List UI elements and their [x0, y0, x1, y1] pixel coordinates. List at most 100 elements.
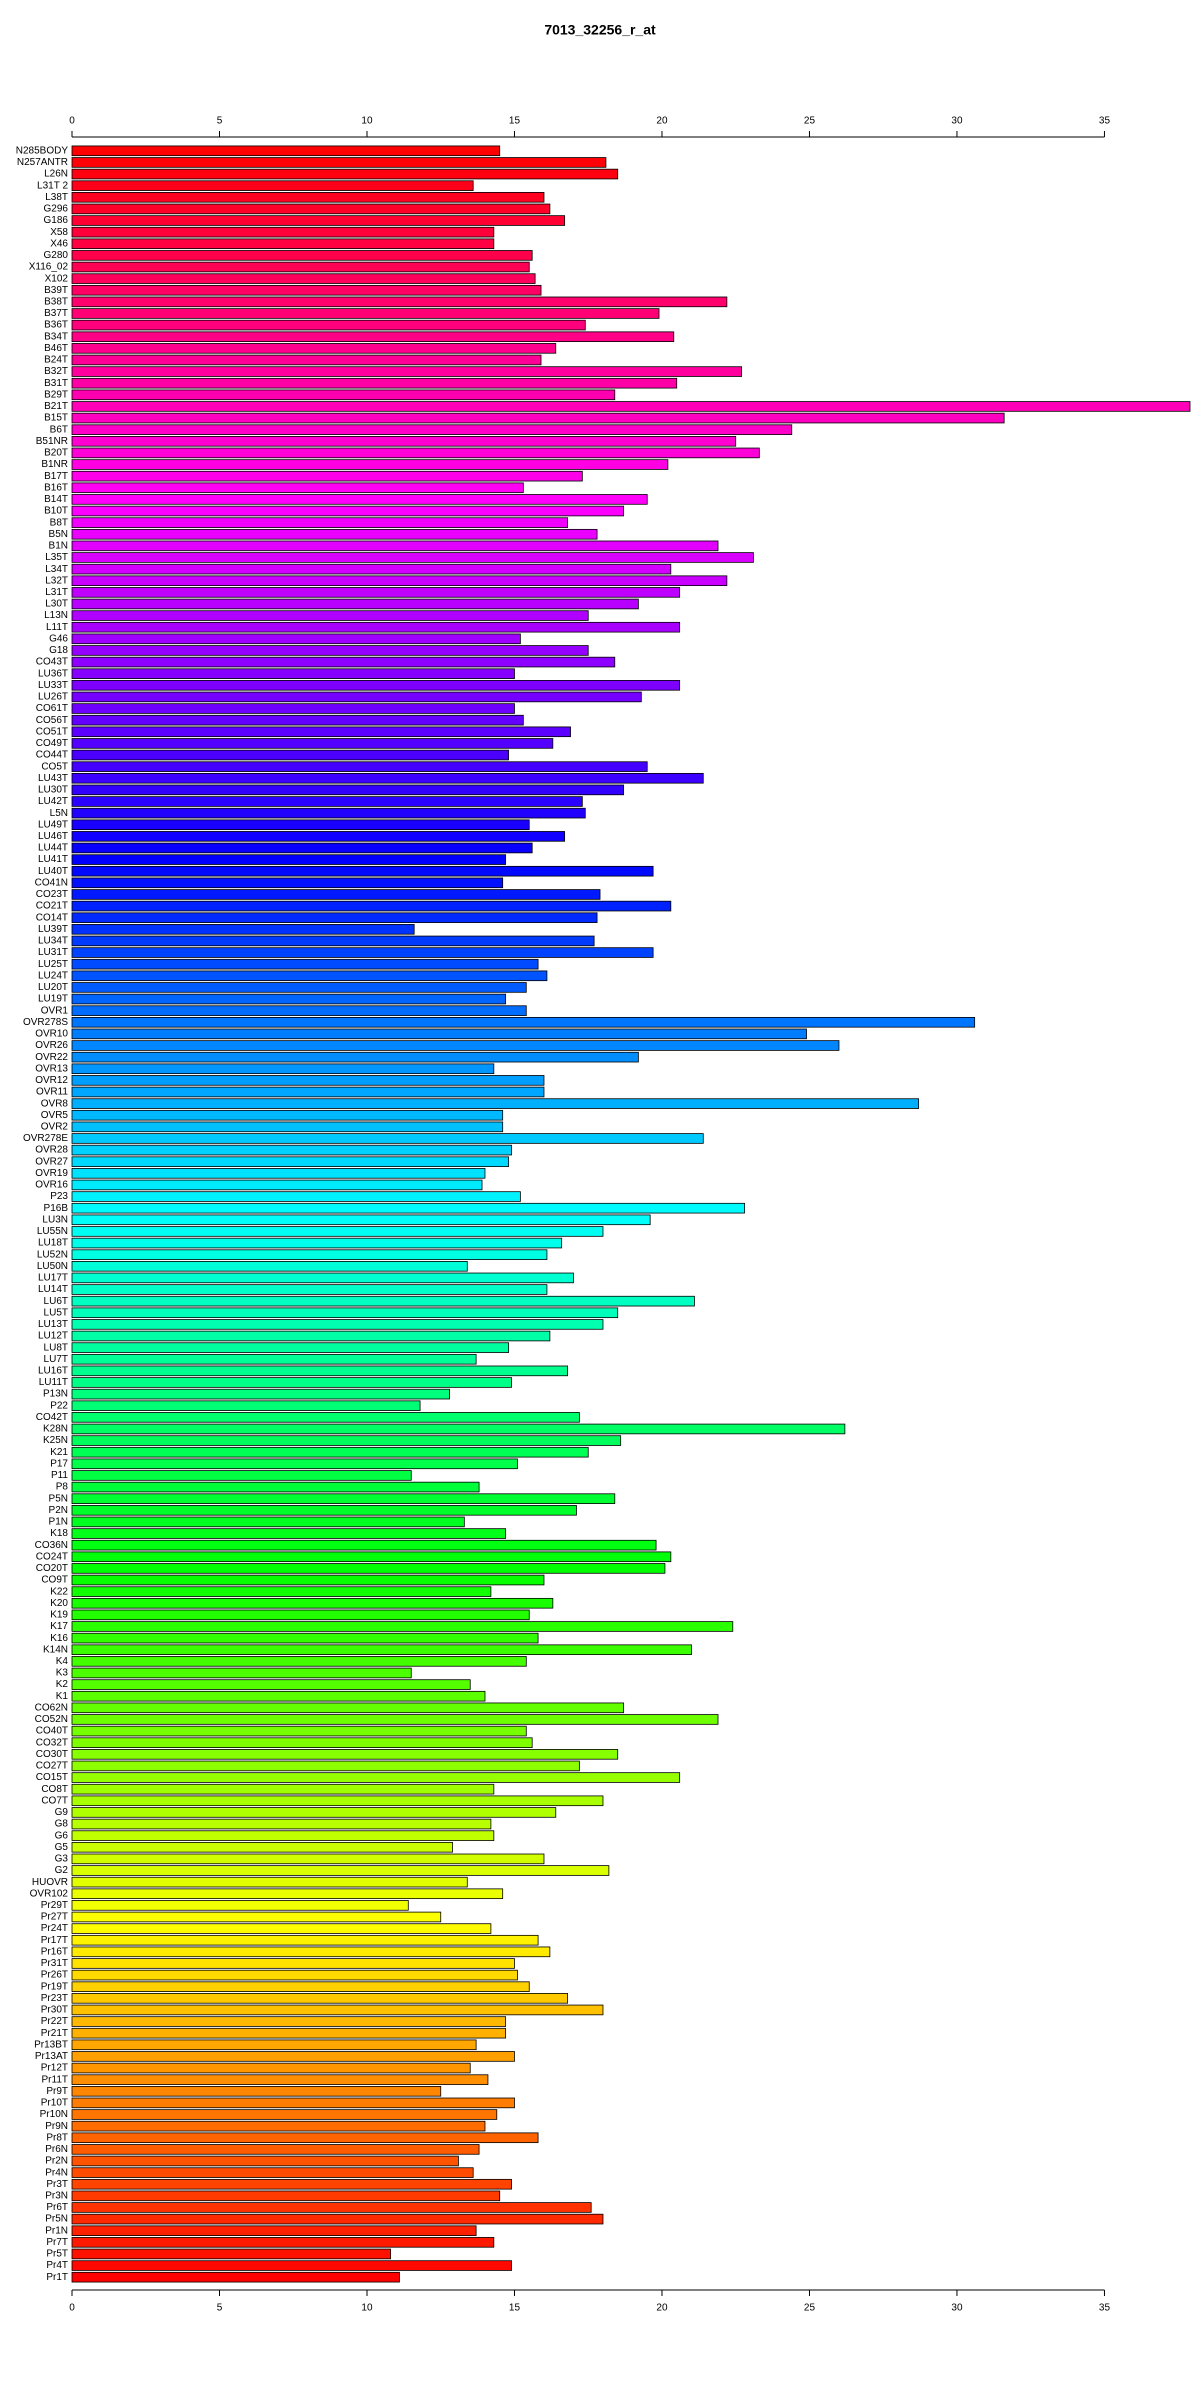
bar — [71, 1586, 492, 1597]
y-tick-label: OVR1 — [41, 1005, 69, 1016]
y-tick-label: Pr6N — [45, 2144, 68, 2155]
y-tick-label: OVR16 — [35, 1180, 68, 1191]
y-tick-label: G280 — [44, 250, 69, 261]
bar — [71, 1295, 695, 1307]
y-tick-label: LU16T — [38, 1366, 68, 1377]
bar — [71, 1179, 483, 1191]
bar — [71, 2085, 442, 2097]
bar — [71, 424, 793, 435]
bar — [71, 2155, 459, 2167]
bar — [71, 168, 619, 180]
y-tick-label: K2 — [56, 1679, 69, 1690]
y-tick-label: Pr5T — [46, 2249, 68, 2260]
bar — [71, 1656, 527, 1667]
bar — [71, 2271, 400, 2283]
y-tick-label: X102 — [45, 273, 69, 284]
top-tick-label: 30 — [951, 116, 963, 127]
bar — [71, 2167, 474, 2178]
bar — [71, 1237, 563, 1249]
bar — [71, 598, 639, 610]
bar — [71, 1446, 589, 1458]
y-tick-label: OVR278E — [23, 1133, 68, 1144]
y-tick-label: LU20T — [38, 982, 68, 993]
bar — [71, 587, 681, 598]
y-tick-label: OVR28 — [35, 1145, 68, 1156]
bar — [71, 250, 533, 261]
y-tick-label: P22 — [50, 1400, 68, 1411]
bar — [71, 1632, 539, 1644]
bar — [71, 1725, 527, 1737]
bar — [71, 1040, 840, 1051]
bar — [71, 1051, 639, 1063]
y-tick-label: Pr6T — [46, 2202, 68, 2213]
bar — [71, 1412, 580, 1423]
bar — [71, 203, 551, 215]
y-tick-label: Pr31T — [41, 1958, 68, 1969]
y-tick-label: LU8T — [44, 1342, 68, 1353]
bar — [71, 412, 1005, 424]
y-tick-label: LU44T — [38, 843, 68, 854]
bottom-tick-label: 10 — [361, 2303, 373, 2314]
y-tick-label: G9 — [55, 1807, 69, 1818]
y-tick-label: P13N — [43, 1389, 68, 1400]
bar — [71, 633, 521, 645]
y-tick-label: B16T — [44, 482, 68, 493]
bar — [71, 714, 524, 726]
bar — [71, 1679, 471, 1690]
bar — [71, 1609, 530, 1621]
y-tick-label: B1NR — [41, 459, 68, 470]
bottom-tick-label: 30 — [951, 2303, 963, 2314]
bar — [71, 1981, 530, 1992]
bar — [71, 796, 583, 807]
bar — [71, 273, 536, 284]
bar — [71, 1075, 545, 1086]
y-tick-label: LU33T — [38, 680, 68, 691]
bar — [71, 261, 530, 273]
y-tick-label: LU49T — [38, 819, 68, 830]
y-tick-label: CO24T — [36, 1551, 68, 1562]
bar — [71, 1202, 745, 1214]
y-tick-label: B37T — [44, 308, 68, 319]
y-tick-label: P17 — [50, 1458, 68, 1469]
bottom-tick-label: 5 — [217, 2303, 223, 2314]
top-tick-label: 20 — [656, 116, 668, 127]
y-tick-label: B36T — [44, 320, 68, 331]
y-tick-label: K4 — [56, 1656, 69, 1667]
bar — [71, 1853, 545, 1865]
bar — [71, 1702, 625, 1714]
y-tick-label: B21T — [44, 401, 68, 412]
bar — [71, 540, 719, 552]
bar — [71, 761, 648, 772]
bar — [71, 877, 504, 889]
y-tick-label: L38T — [45, 192, 68, 203]
bar — [71, 1818, 492, 1830]
chart-title: 7013_32256_r_at — [544, 22, 656, 38]
bar — [71, 854, 507, 865]
y-tick-label: B14T — [44, 494, 68, 505]
y-tick-label: X58 — [50, 227, 68, 238]
bar — [71, 377, 678, 389]
y-tick-label: Pr16T — [41, 1946, 68, 1957]
y-tick-label: OVR13 — [35, 1063, 68, 1074]
bar — [71, 1377, 512, 1388]
bar — [71, 343, 557, 354]
bar — [71, 1563, 666, 1574]
y-tick-label: CO23T — [36, 889, 68, 900]
bar — [71, 2202, 592, 2213]
bar — [71, 610, 589, 621]
y-tick-label: LU41T — [38, 854, 68, 865]
y-tick-label: G46 — [49, 633, 68, 644]
bar — [71, 668, 515, 679]
top-tick-label: 10 — [361, 116, 373, 127]
y-tick-label: B20T — [44, 448, 68, 459]
bar — [71, 958, 539, 970]
y-tick-label: CO14T — [36, 912, 68, 923]
y-tick-label: CO40T — [36, 1726, 68, 1737]
y-tick-label: LU5T — [44, 1307, 68, 1318]
y-tick-label: P11 — [51, 1470, 68, 1481]
y-tick-label: B29T — [44, 389, 68, 400]
bar — [71, 1946, 551, 1958]
bar — [71, 1667, 412, 1679]
top-tick-label: 0 — [69, 116, 75, 127]
